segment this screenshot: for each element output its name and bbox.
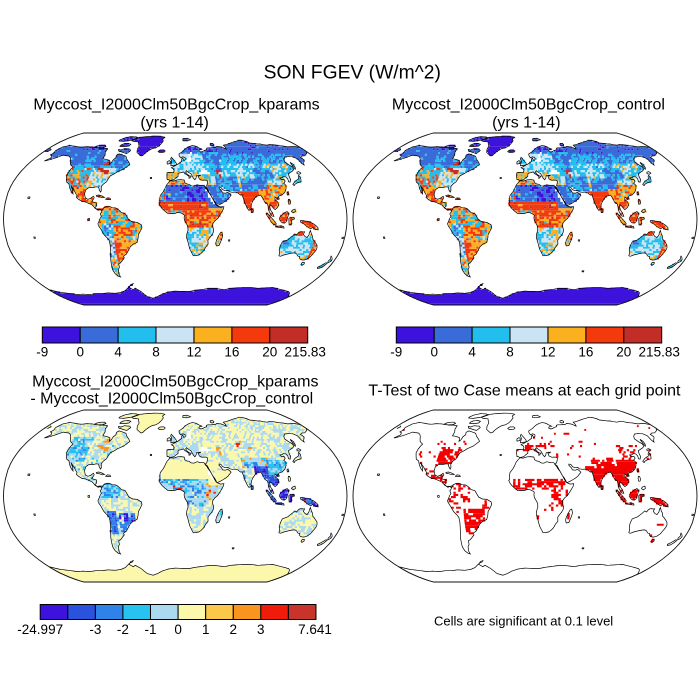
svg-text:Myccost_I2000Clm50BgcCrop_kpar: Myccost_I2000Clm50BgcCrop_kparams [32, 374, 318, 391]
svg-text:7.641: 7.641 [298, 622, 332, 637]
svg-text:SON FGEV (W/m^2): SON FGEV (W/m^2) [264, 62, 441, 83]
svg-text:1: 1 [202, 622, 210, 637]
svg-text:-2: -2 [117, 622, 129, 637]
svg-text:-24.997: -24.997 [17, 622, 63, 637]
svg-text:-9: -9 [390, 345, 402, 360]
svg-text:Cells are significant at 0.1 l: Cells are significant at 0.1 level [434, 613, 613, 628]
svg-text:12: 12 [186, 345, 201, 360]
svg-text:-1: -1 [144, 622, 156, 637]
svg-text:8: 8 [152, 345, 160, 360]
svg-text:-9: -9 [36, 345, 48, 360]
svg-text:20: 20 [262, 345, 277, 360]
svg-text:0: 0 [430, 345, 438, 360]
svg-text:2: 2 [230, 622, 238, 637]
svg-text:8: 8 [506, 345, 514, 360]
svg-text:215.83: 215.83 [285, 345, 326, 360]
svg-text:20: 20 [616, 345, 631, 360]
svg-text:16: 16 [578, 345, 593, 360]
svg-text:(yrs 1-14): (yrs 1-14) [140, 115, 208, 132]
svg-text:4: 4 [114, 345, 122, 360]
svg-text:0: 0 [76, 345, 84, 360]
svg-text:Myccost_I2000Clm50BgcCrop_cont: Myccost_I2000Clm50BgcCrop_control [392, 96, 665, 113]
svg-text:- Myccost_I2000Clm50BgcCrop_co: - Myccost_I2000Clm50BgcCrop_control [30, 390, 313, 407]
svg-text:12: 12 [540, 345, 555, 360]
svg-text:4: 4 [468, 345, 476, 360]
svg-text:0: 0 [174, 622, 182, 637]
svg-text:215.83: 215.83 [639, 345, 680, 360]
svg-text:Myccost_I2000Clm50BgcCrop_kpar: Myccost_I2000Clm50BgcCrop_kparams [33, 96, 319, 113]
svg-text:3: 3 [257, 622, 265, 637]
svg-text:-3: -3 [89, 622, 101, 637]
svg-text:16: 16 [224, 345, 239, 360]
svg-text:T-Test of two Case means at ea: T-Test of two Case means at each grid po… [368, 383, 681, 400]
svg-text:(yrs 1-14): (yrs 1-14) [492, 115, 560, 132]
